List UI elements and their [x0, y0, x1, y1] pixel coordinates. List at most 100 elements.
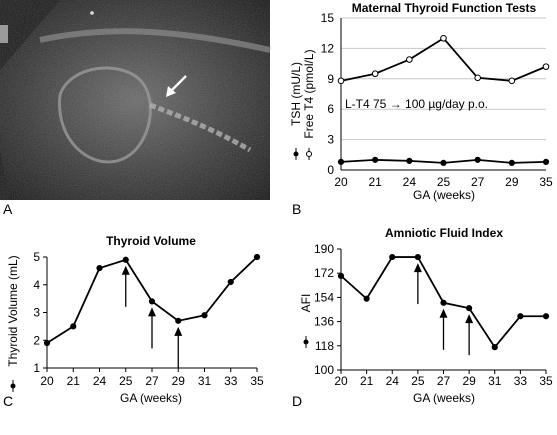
legend-marker: [303, 339, 309, 345]
y-tick-label: 6: [327, 102, 334, 116]
data-point: [508, 77, 516, 85]
data-point: [175, 317, 182, 324]
x-tick-label: 24: [403, 175, 417, 189]
data-point: [70, 323, 77, 330]
x-axis-label: GA (weeks): [120, 391, 182, 405]
x-tick-label: 20: [334, 374, 348, 388]
y-tick-label: 15: [321, 11, 335, 25]
y-tick-label: 1: [33, 361, 40, 375]
y-tick-label: 2: [33, 333, 40, 347]
chart-title: Amniotic Fluid Index: [385, 226, 503, 240]
data-point: [517, 313, 524, 320]
data-point: [337, 272, 345, 279]
x-tick-label: 25: [119, 374, 133, 388]
y-tick-label: 0: [327, 163, 334, 177]
arrow-head: [439, 308, 448, 318]
ultrasound-arrow-shaft: [170, 75, 187, 92]
data-point: [542, 158, 550, 165]
y-axis-label: AFI: [299, 294, 313, 313]
panel-letter-c: C: [3, 393, 13, 409]
arrow-head: [148, 307, 156, 317]
x-tick-label: 31: [198, 374, 212, 388]
chart-thyroid-volume: 1 2 3 4 5 20 21 24 25 27 29 31 33 35 Thyroid Volume GA …: [6, 234, 264, 405]
chart-title: Thyroid Volume: [106, 234, 196, 248]
data-point: [201, 312, 208, 319]
data-point: [406, 157, 413, 164]
data-point: [122, 256, 129, 263]
x-tick-label: 33: [514, 374, 528, 388]
y-tick-label: 9: [327, 72, 334, 86]
y-tick-label: 12: [321, 41, 335, 55]
data-point: [96, 265, 103, 272]
data-point: [406, 56, 413, 63]
x-tick-label: 35: [539, 374, 553, 388]
x-tick-label: 27: [437, 374, 451, 388]
x-tick-label: 24: [93, 374, 107, 388]
data-point: [542, 313, 550, 320]
data-point: [389, 253, 396, 261]
panel-letter-b: B: [292, 201, 301, 217]
data-point: [491, 344, 498, 351]
data-point: [508, 159, 515, 167]
y-tick-label: 3: [33, 306, 40, 320]
x-tick-label: 29: [462, 374, 476, 388]
x-tick-label: 35: [250, 374, 264, 388]
dose-annotation: L-T4 75 → 100 µg/day p.o.: [345, 97, 488, 111]
y-tick-label: 172: [314, 266, 334, 280]
ultrasound-panel: [0, 0, 271, 200]
panel-letter-d: D: [292, 393, 302, 409]
y-tick-label: 190: [314, 242, 334, 256]
x-tick-label: 25: [437, 175, 451, 189]
chart-title: Maternal Thyroid Function Tests: [352, 1, 537, 15]
panel-letter-a: A: [3, 201, 13, 217]
x-axis-label: GA (weeks): [413, 188, 475, 202]
data-point: [372, 156, 379, 163]
ultrasound-arrow-head: [166, 86, 176, 97]
data-point: [542, 63, 550, 70]
legend-marker: [10, 383, 16, 389]
fetal-spine: [149, 102, 252, 153]
x-tick-label: 21: [368, 175, 382, 189]
x-tick-label: 20: [334, 175, 348, 189]
y-axis-label-ft4: Free T4 (pmol/L): [302, 49, 316, 138]
data-point: [440, 299, 447, 306]
data-point: [337, 158, 345, 165]
data-point: [371, 70, 379, 78]
orientation-marker: [90, 11, 94, 15]
x-tick-label: 20: [40, 374, 54, 388]
x-axis-label: GA (weeks): [413, 391, 475, 405]
arrow-head: [174, 326, 183, 336]
y-tick-label: 5: [33, 250, 40, 264]
x-tick-label: 29: [172, 374, 186, 388]
x-tick-label: 21: [360, 374, 374, 388]
y-tick-label: 3: [327, 133, 334, 147]
arrow-head: [121, 265, 130, 275]
data-point: [440, 159, 447, 167]
x-tick-label: 27: [145, 374, 159, 388]
data-point: [363, 295, 370, 302]
x-tick-label: 33: [224, 374, 238, 388]
data-point: [474, 156, 481, 163]
y-axis-label-tsh: TSH (mU/L): [289, 62, 303, 126]
x-tick-label: 25: [411, 374, 425, 388]
x-tick-label: 24: [386, 374, 400, 388]
y-axis-label: Thyroid Volume (mL): [6, 255, 20, 366]
y-tick-label: 118: [315, 339, 334, 353]
y-tick-label: 154: [314, 290, 334, 304]
data-point: [253, 253, 261, 261]
gain-scale: [0, 25, 8, 43]
arrow-head: [413, 263, 422, 273]
x-tick-label: 27: [471, 175, 485, 189]
x-tick-label: 31: [488, 374, 502, 388]
uterine-wall: [39, 28, 271, 53]
series-line: [340, 37, 547, 82]
y-tick-label: 136: [314, 315, 334, 329]
x-tick-label: 35: [539, 175, 553, 189]
legend-ft4-marker: [306, 151, 312, 157]
fetal-head-outline: [58, 66, 152, 164]
chart-thyroid-function-tests: 0 3 6 9 12 15 20 21 24 25 27 29 35 Maternal Thyroid F…: [289, 1, 553, 202]
data-point: [43, 339, 51, 347]
data-point: [414, 253, 421, 261]
arrow-head: [465, 314, 474, 324]
